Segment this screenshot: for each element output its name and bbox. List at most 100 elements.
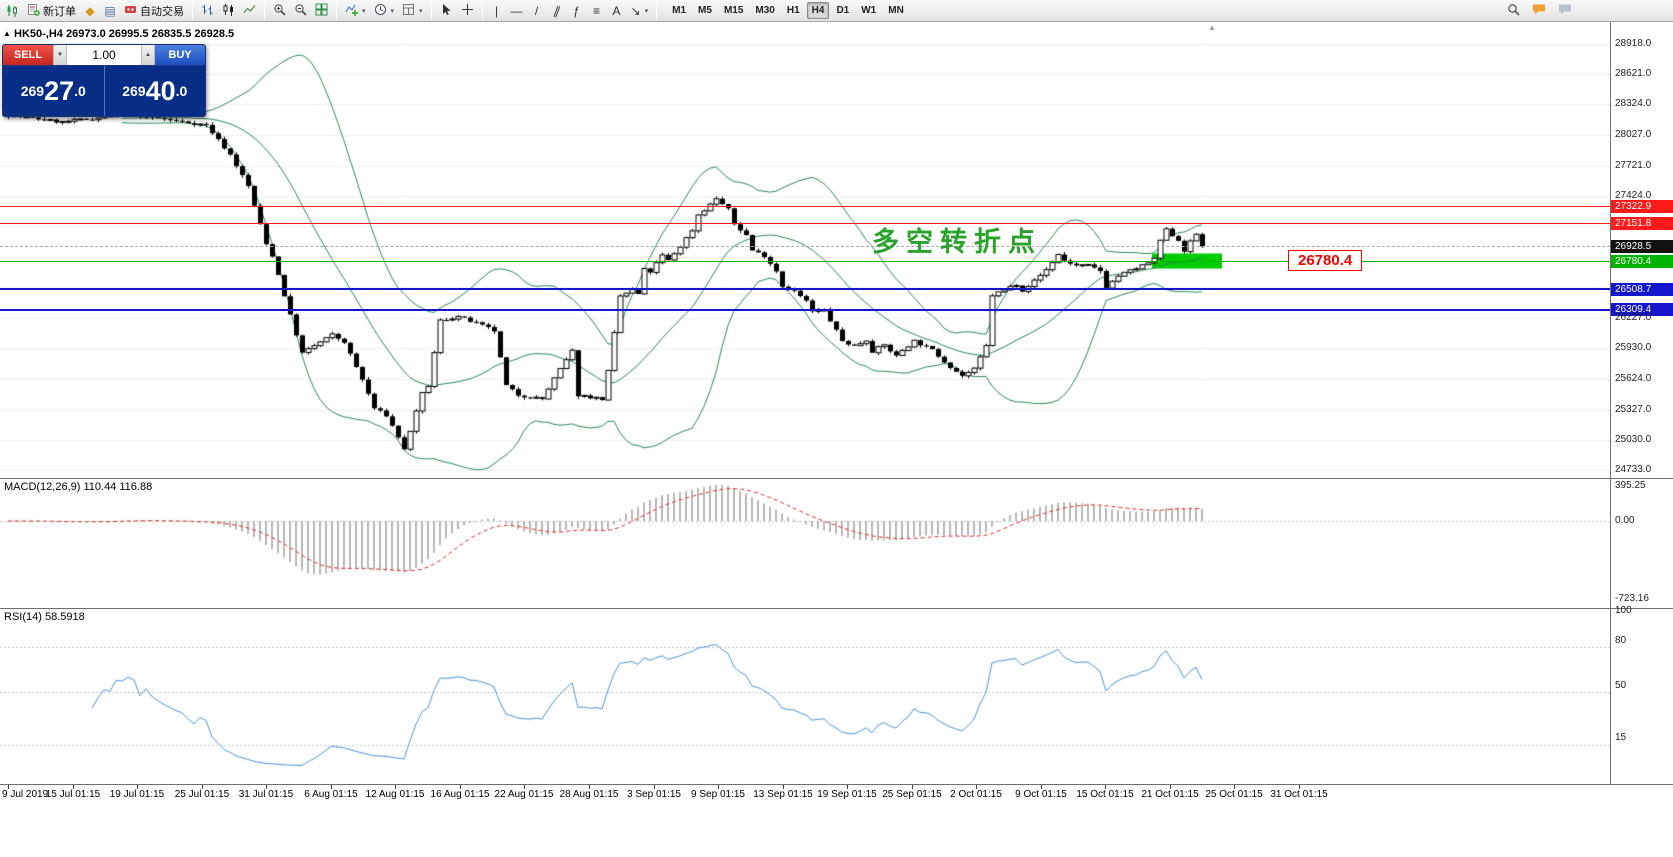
- cursor-button[interactable]: [436, 1, 457, 21]
- new-order-button[interactable]: 新订单: [23, 1, 80, 21]
- time-axis-tick: [976, 785, 977, 789]
- timeframe-button-m15[interactable]: M15: [723, 5, 744, 16]
- panel-separator[interactable]: [0, 608, 1673, 609]
- price-axis-separator: [1610, 22, 1611, 785]
- time-axis-tick: [783, 785, 784, 789]
- bar-chart-button[interactable]: [197, 1, 218, 21]
- toolbar-separator: [264, 2, 265, 19]
- timeframe-button-mn[interactable]: MN: [888, 5, 904, 16]
- time-axis-label: 28 Aug 01:15: [559, 789, 619, 800]
- zoom-in-icon: [273, 3, 286, 19]
- candlestick-chart-icon: [222, 3, 235, 19]
- sell-price[interactable]: 269 27.0: [3, 66, 105, 116]
- time-axis[interactable]: 9 Jul 2019 15 Jul 01:15 19 Jul 01:15 25 Jul…: [0, 785, 1673, 803]
- time-axis-label: 31 Oct 01:15: [1270, 789, 1328, 800]
- toolbar-separator: [192, 2, 193, 19]
- crosshair-button[interactable]: [457, 1, 478, 21]
- fibonacci-button[interactable]: ƒ: [567, 1, 587, 21]
- price-axis: 395.25 0.00 -723.16 100 80 50 15 27322.9…: [1611, 22, 1673, 785]
- price-level-line[interactable]: [0, 288, 1610, 291]
- chart-overlays: [0, 22, 1610, 785]
- price-level-line[interactable]: [0, 261, 1610, 263]
- new-order-icon: [27, 3, 40, 19]
- price-axis-tick: 28324.0: [1615, 98, 1652, 110]
- time-axis-tick: [202, 785, 203, 789]
- timeframe-button-d1[interactable]: D1: [836, 5, 850, 16]
- channel-button[interactable]: ∥: [547, 1, 567, 21]
- crosshair-icon: [461, 3, 474, 19]
- buy-price-prefix: 269: [122, 83, 146, 99]
- new-order-label: 新订单: [43, 5, 76, 18]
- text-tool-icon: A: [612, 3, 621, 18]
- time-axis-tick: [1041, 785, 1042, 789]
- time-axis-label: 9 Sep 01:15: [691, 789, 745, 800]
- time-axis-tick: [524, 785, 525, 789]
- chart-text-annotation[interactable]: 多空转折点: [872, 227, 1042, 257]
- time-axis-label: 12 Aug 01:15: [365, 789, 425, 800]
- vertical-line-button[interactable]: |: [487, 1, 507, 21]
- ohlc-marker-icon: ▲: [3, 29, 11, 38]
- market-watch-button[interactable]: ▤: [100, 1, 120, 21]
- trendline-button[interactable]: /: [527, 1, 547, 21]
- chat-button[interactable]: [1554, 1, 1576, 21]
- search-button[interactable]: [1503, 1, 1524, 21]
- auto-trading-button[interactable]: 自动交易: [120, 1, 188, 21]
- price-axis-flag: 27151.8: [1611, 217, 1673, 231]
- time-axis-label: 13 Sep 01:15: [753, 789, 813, 800]
- chevron-down-icon: ▾: [419, 7, 423, 15]
- price-level-line[interactable]: [0, 308, 1610, 311]
- rsi-axis-100: 100: [1615, 605, 1632, 616]
- price-level-flag[interactable]: 26780.4: [1288, 250, 1363, 271]
- time-axis-label: 19 Sep 01:15: [817, 789, 877, 800]
- horizontal-line-button[interactable]: —: [507, 1, 527, 21]
- market-watch-icon: ▤: [104, 3, 116, 18]
- price-level-line[interactable]: [0, 223, 1610, 225]
- price-level-line[interactable]: [0, 246, 1610, 247]
- fibonacci-icon: ƒ: [573, 3, 580, 18]
- timeframe-group: M1 M5 M15 M30 H1 H4 D1 W1 MN: [667, 2, 909, 19]
- periods-button[interactable]: ▾: [370, 1, 399, 21]
- timeframe-button-m5[interactable]: M5: [698, 5, 712, 16]
- candlestick-chart-button[interactable]: [218, 1, 239, 21]
- text-tool-button[interactable]: A: [607, 1, 627, 21]
- timeframe-button-m30[interactable]: M30: [755, 5, 775, 16]
- buy-price[interactable]: 269 40.0: [105, 66, 206, 116]
- price-axis-tick: 26227.0: [1615, 311, 1652, 323]
- price-axis-tick: 27721.0: [1615, 159, 1652, 171]
- sell-button[interactable]: SELL: [3, 45, 53, 65]
- tile-windows-button[interactable]: [311, 1, 332, 21]
- templates-button[interactable]: ▾: [398, 1, 427, 21]
- panel-separator[interactable]: [0, 478, 1673, 479]
- time-axis-tick: [395, 785, 396, 789]
- search-icon: [1507, 3, 1520, 19]
- buy-button[interactable]: BUY: [155, 45, 205, 65]
- timeframe-button-h4[interactable]: H4: [806, 2, 830, 19]
- volume-decrease-button[interactable]: ▼: [53, 45, 67, 65]
- toolbar-separator: [430, 2, 432, 19]
- volume-input[interactable]: 1.00: [67, 45, 141, 65]
- timeframe-button-h1[interactable]: H1: [786, 5, 800, 16]
- timeframe-button-w1[interactable]: W1: [861, 5, 877, 16]
- sell-price-big: 27: [44, 75, 75, 106]
- lines-button[interactable]: ≡: [587, 1, 607, 21]
- zoom-in-button[interactable]: [269, 1, 290, 21]
- price-axis-tick: 28621.0: [1615, 68, 1652, 80]
- price-level-line[interactable]: [0, 205, 1610, 207]
- favorites-button[interactable]: ◆: [80, 1, 100, 21]
- volume-increase-button[interactable]: ▲: [141, 45, 155, 65]
- tile-windows-icon: [315, 3, 328, 19]
- line-chart-button[interactable]: [239, 1, 260, 21]
- macd-canvas[interactable]: [0, 478, 1610, 608]
- indicators-button[interactable]: ▾: [341, 1, 370, 21]
- zoom-out-button[interactable]: [290, 1, 311, 21]
- trendline-icon: /: [534, 3, 539, 18]
- panel-separator: [0, 784, 1673, 785]
- community-button[interactable]: [1528, 1, 1550, 21]
- time-axis-label: 3 Sep 01:15: [627, 789, 681, 800]
- price-axis-flag: 26309.4: [1611, 303, 1673, 317]
- rsi-canvas[interactable]: [0, 608, 1610, 785]
- arrows-tool-button[interactable]: ↘ ▾: [627, 1, 653, 21]
- timeframe-button-m1[interactable]: M1: [672, 5, 687, 16]
- symbol-ohlc-info: HK50-,H4 26973.0 26995.5 26835.5 26928.5: [14, 28, 235, 40]
